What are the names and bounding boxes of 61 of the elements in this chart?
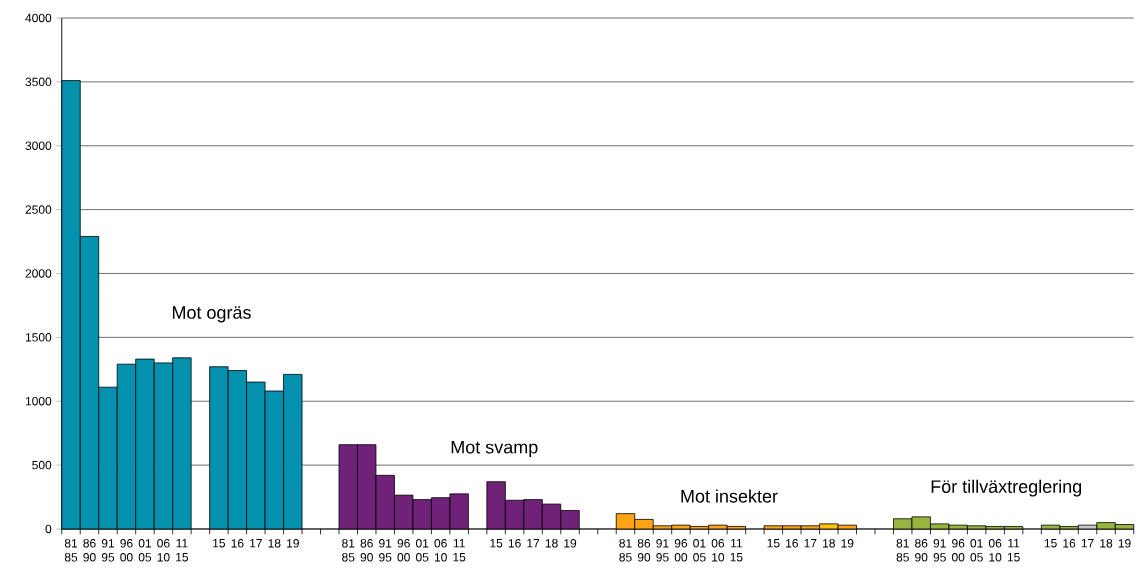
x-tick-label: 81 85 xyxy=(619,539,632,562)
x-tick-label: 81 85 xyxy=(342,539,355,562)
x-tick-label: 01 05 xyxy=(138,539,152,562)
x-tick-label: 91 95 xyxy=(933,539,946,562)
x-tick-label: 18 xyxy=(823,539,835,548)
x-tick-label: 19 xyxy=(841,539,854,548)
x-tick-label: 19 xyxy=(564,539,577,548)
x-tick-label: 16 xyxy=(231,539,244,548)
x-tick-label: 11 15 xyxy=(453,539,466,562)
x-tick-label: 01 05 xyxy=(415,539,429,562)
x-tick-label: 01 05 xyxy=(970,539,983,562)
x-tick-label: 17 xyxy=(250,539,262,548)
x-tick-label: 15 xyxy=(490,539,503,548)
x-tick-label: 86 90 xyxy=(915,539,928,562)
annotation: Mot svamp xyxy=(451,440,538,458)
x-tick-label: 81 85 xyxy=(64,539,78,562)
x-tick-label: 96 00 xyxy=(397,539,410,562)
y-tick-label: 500 xyxy=(32,460,52,470)
x-tick-label: 18 xyxy=(1100,539,1113,548)
x-tick-label: 17 xyxy=(804,539,817,548)
y-tick-label: 4000 xyxy=(25,13,52,23)
x-tick-label: 19 xyxy=(287,539,299,548)
x-tick-label: 06 10 xyxy=(988,539,1002,562)
y-tick-label: 0 xyxy=(45,524,52,534)
x-tick-label: 17 xyxy=(1081,539,1094,548)
x-tick-label: 91 95 xyxy=(656,539,669,562)
x-tick-label: 16 xyxy=(1063,539,1076,548)
y-tick-label: 3000 xyxy=(25,141,52,150)
y-tick-label: 3500 xyxy=(25,77,52,87)
x-tick-label: 91 95 xyxy=(379,539,392,562)
y-tick-label: 2500 xyxy=(25,205,52,214)
x-tick-label: 11 15 xyxy=(176,539,189,562)
x-tick-label: 15 xyxy=(1044,539,1057,548)
annotation: Mot ogräs xyxy=(172,306,251,323)
x-tick-label: 96 00 xyxy=(120,539,133,562)
x-tick-label: 17 xyxy=(527,539,540,548)
x-tick-label: 91 95 xyxy=(101,539,115,562)
x-tick-label: 18 xyxy=(545,539,558,548)
y-tick-label: 1000 xyxy=(25,396,52,406)
x-tick-label: 86 90 xyxy=(83,539,96,562)
x-tick-label: 11 15 xyxy=(1007,539,1020,562)
y-tick-label: 2000 xyxy=(25,269,52,278)
x-tick-label: 81 85 xyxy=(896,539,909,562)
x-tick-label: 11 15 xyxy=(730,539,743,562)
x-tick-label: 19 xyxy=(1118,539,1131,548)
x-tick-label: 06 10 xyxy=(157,539,170,562)
annotation: För tillväxtreglering xyxy=(931,479,1082,497)
x-tick-label: 86 90 xyxy=(360,539,373,562)
x-tick-label: 15 xyxy=(767,539,780,548)
x-tick-label: 96 00 xyxy=(674,539,688,562)
x-tick-label: 86 90 xyxy=(637,539,651,562)
x-tick-label: 01 05 xyxy=(693,539,706,562)
x-tick-label: 16 xyxy=(508,539,521,548)
x-tick-label: 96 00 xyxy=(951,539,965,562)
x-tick-label: 15 xyxy=(213,539,226,548)
x-tick-label: 06 10 xyxy=(434,539,447,562)
y-tick-label: 1500 xyxy=(25,333,52,342)
annotation: Mot insekter xyxy=(681,489,778,503)
x-tick-label: 18 xyxy=(268,539,281,548)
x-tick-label: 16 xyxy=(786,539,798,548)
x-tick-label: 06 10 xyxy=(711,539,725,562)
